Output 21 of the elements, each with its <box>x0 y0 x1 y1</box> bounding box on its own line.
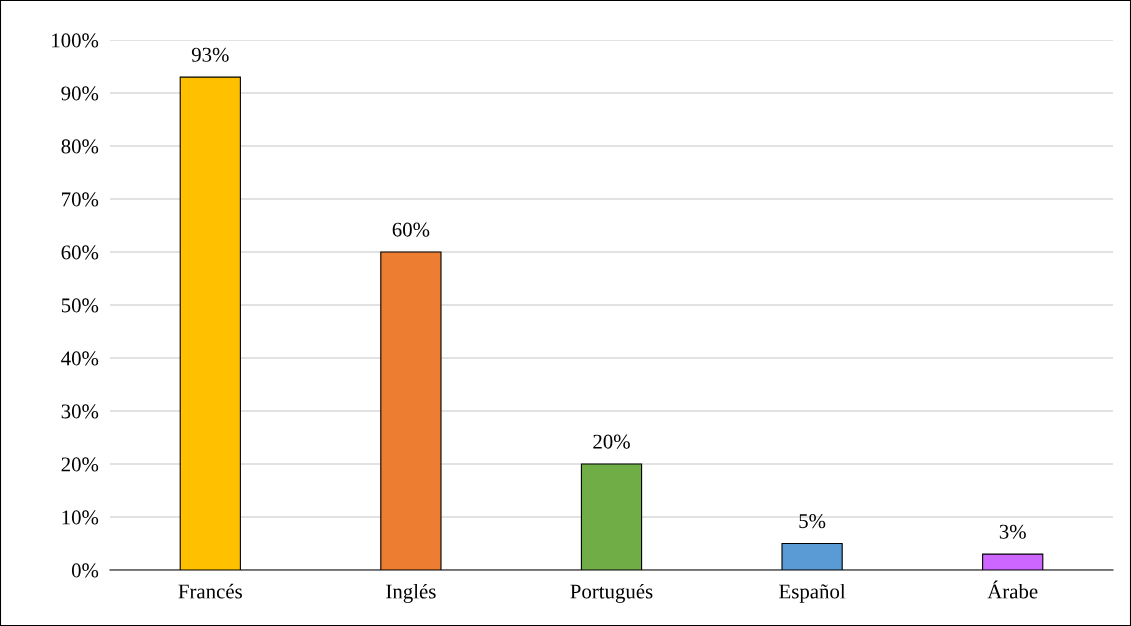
data-label: 60% <box>392 222 430 237</box>
y-tick-label: 60% <box>61 245 99 260</box>
x-tick-label: Francés <box>178 583 242 599</box>
data-label: 20% <box>593 434 630 449</box>
x-tick-label: Portugués <box>570 583 653 603</box>
y-tick-label: 70% <box>62 192 99 207</box>
data-label: 3% <box>999 524 1026 539</box>
y-tick-label: 50% <box>61 298 99 313</box>
y-tick-label: 90% <box>61 86 99 101</box>
x-tick-label: Inglés <box>386 583 436 603</box>
data-label: 93% <box>191 47 229 62</box>
x-tick-label: Español <box>779 583 846 603</box>
data-label: 5% <box>799 514 826 529</box>
y-tick-label: 0% <box>71 563 99 578</box>
x-tick-label: Árabe <box>987 580 1038 599</box>
y-tick-label: 80% <box>61 139 99 154</box>
y-tick-label: 40% <box>61 351 99 366</box>
y-tick-label: 100% <box>52 33 99 48</box>
y-tick-label: 10% <box>62 510 99 525</box>
y-tick-label: 20% <box>61 457 99 472</box>
y-tick-label: 30% <box>61 404 99 419</box>
